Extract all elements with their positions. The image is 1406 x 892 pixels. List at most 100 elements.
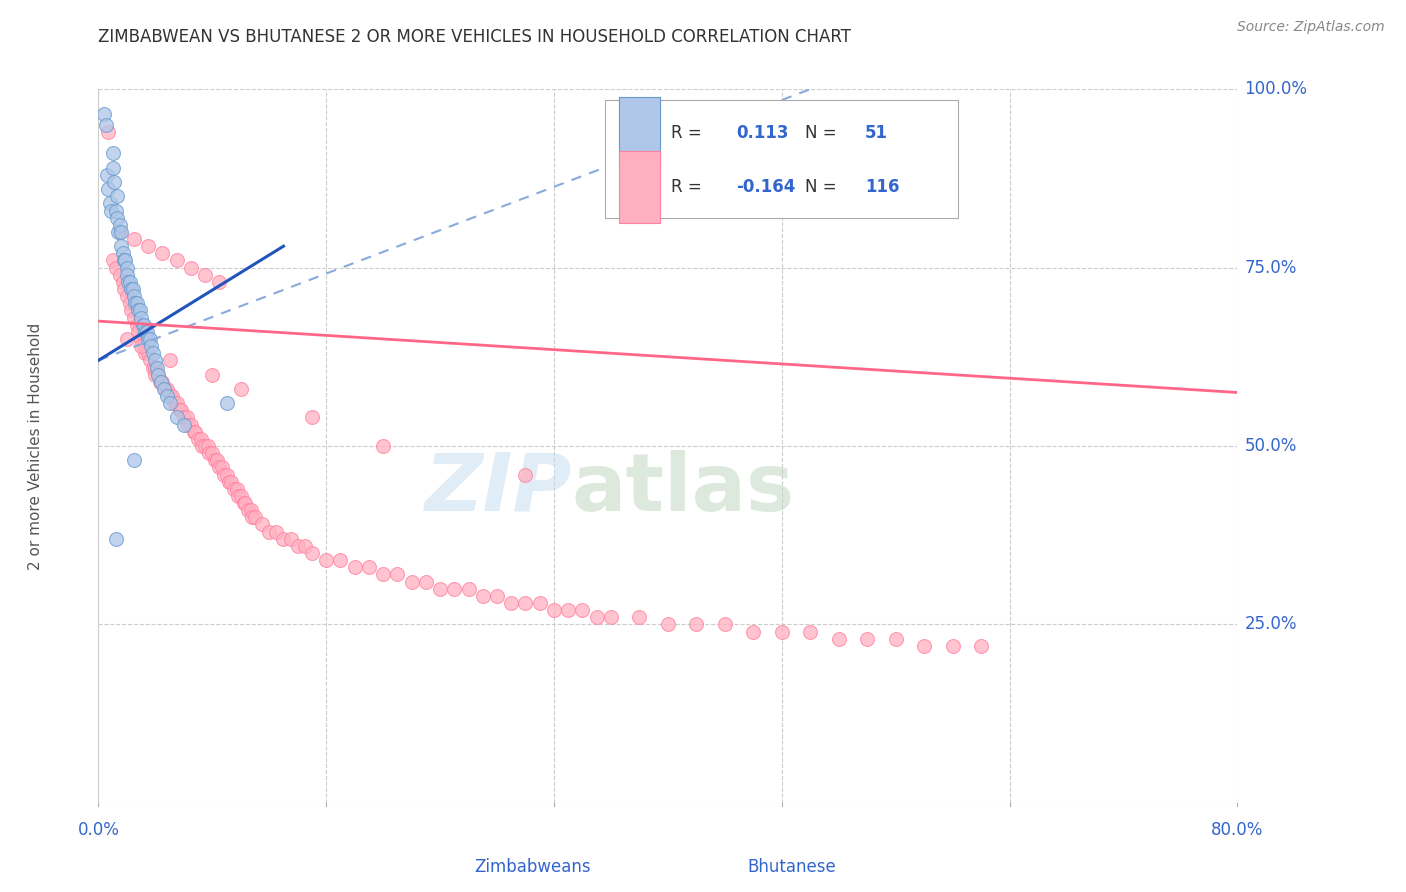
Point [110, 239, 132, 253]
Point [187, 432, 209, 446]
Point [315, 553, 337, 567]
Text: -0.164: -0.164 [737, 178, 796, 196]
Point [145, 360, 167, 375]
Point [111, 246, 134, 260]
Point [163, 396, 186, 410]
Point [94, 118, 117, 132]
Point [301, 410, 323, 425]
Point [117, 275, 139, 289]
Point [294, 539, 316, 553]
Point [287, 539, 309, 553]
Point [146, 360, 169, 375]
Point [942, 639, 965, 653]
Point [259, 524, 281, 539]
Point [118, 296, 141, 310]
Point [229, 382, 252, 396]
Text: 116: 116 [865, 178, 900, 196]
Point [135, 325, 157, 339]
Point [128, 303, 150, 318]
Point [571, 603, 593, 617]
Point [208, 275, 231, 289]
Point [132, 318, 155, 332]
Point [101, 146, 124, 161]
Point [156, 389, 179, 403]
Point [166, 253, 188, 268]
Point [110, 225, 132, 239]
Point [129, 332, 152, 346]
Point [105, 211, 128, 225]
Point [225, 482, 247, 496]
Point [236, 503, 259, 517]
Point [105, 189, 128, 203]
FancyBboxPatch shape [605, 100, 959, 218]
Point [471, 589, 494, 603]
Point [138, 353, 160, 368]
Point [131, 318, 153, 332]
Point [742, 624, 765, 639]
Point [127, 303, 149, 318]
Point [205, 453, 228, 467]
Point [115, 332, 138, 346]
Point [266, 524, 288, 539]
Text: R =: R = [671, 178, 707, 196]
Point [657, 617, 679, 632]
Text: 80.0%: 80.0% [1211, 821, 1264, 838]
FancyBboxPatch shape [713, 853, 745, 892]
Point [229, 489, 252, 503]
Point [101, 253, 124, 268]
Text: 75.0%: 75.0% [1244, 259, 1296, 277]
Point [218, 475, 240, 489]
Point [183, 425, 205, 439]
Point [884, 632, 907, 646]
Text: 0.113: 0.113 [737, 124, 789, 142]
Point [343, 560, 366, 574]
Point [129, 310, 152, 325]
Point [191, 439, 214, 453]
Point [118, 275, 141, 289]
Point [232, 496, 254, 510]
Text: 100.0%: 100.0% [1244, 80, 1308, 98]
Point [124, 296, 146, 310]
Point [150, 375, 173, 389]
Point [104, 260, 127, 275]
Point [104, 532, 127, 546]
Point [166, 410, 188, 425]
Point [204, 453, 226, 467]
Point [529, 596, 551, 610]
Point [120, 303, 142, 318]
Point [121, 282, 143, 296]
Point [211, 460, 233, 475]
Point [415, 574, 437, 589]
Point [112, 282, 135, 296]
Point [243, 510, 266, 524]
Point [515, 596, 537, 610]
Point [233, 496, 256, 510]
Point [515, 467, 537, 482]
Point [457, 582, 479, 596]
Text: N =: N = [804, 124, 841, 142]
Point [122, 310, 145, 325]
Point [970, 639, 993, 653]
Point [111, 275, 134, 289]
Text: Zimbabweans: Zimbabweans [474, 858, 591, 876]
Point [240, 510, 263, 524]
Text: N =: N = [804, 178, 841, 196]
Point [628, 610, 651, 624]
Point [108, 225, 131, 239]
Point [176, 410, 198, 425]
Point [180, 260, 202, 275]
Text: Bhutanese: Bhutanese [748, 858, 837, 876]
Point [173, 410, 195, 425]
Text: ZIMBABWEAN VS BHUTANESE 2 OR MORE VEHICLES IN HOUSEHOLD CORRELATION CHART: ZIMBABWEAN VS BHUTANESE 2 OR MORE VEHICL… [98, 29, 852, 46]
Point [159, 389, 181, 403]
Point [148, 368, 170, 382]
Point [273, 532, 295, 546]
Text: atlas: atlas [571, 450, 794, 528]
Point [134, 325, 156, 339]
Point [115, 260, 138, 275]
Point [177, 417, 200, 432]
Point [104, 203, 127, 218]
Point [152, 246, 174, 260]
Point [108, 218, 131, 232]
Text: ZIP: ZIP [423, 450, 571, 528]
